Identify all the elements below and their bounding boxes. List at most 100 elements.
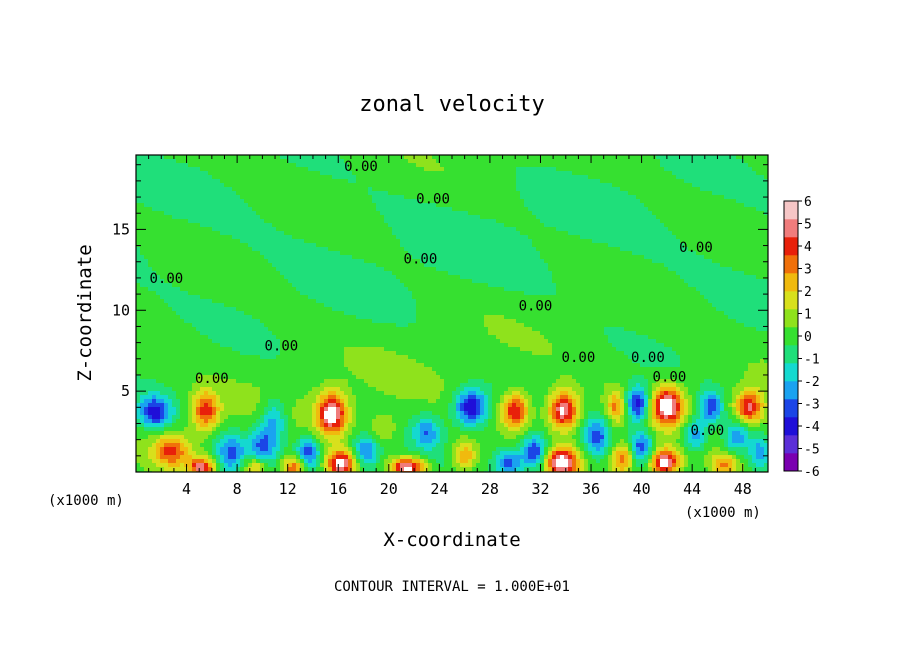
heatmap-cell <box>136 231 141 236</box>
heatmap-cell <box>724 223 729 228</box>
heatmap-cell <box>444 219 449 224</box>
heatmap-cell <box>360 207 365 212</box>
heatmap-cell <box>348 183 353 188</box>
heatmap-cell <box>436 207 441 212</box>
heatmap-cell <box>512 235 517 240</box>
heatmap-cell <box>472 239 477 244</box>
heatmap-cell <box>420 247 425 252</box>
heatmap-cell <box>168 279 173 284</box>
heatmap-cell <box>752 159 757 164</box>
heatmap-cell <box>392 215 397 220</box>
heatmap-cell <box>740 195 745 200</box>
heatmap-cell <box>364 175 369 180</box>
heatmap-cell <box>660 263 665 268</box>
heatmap-cell <box>160 267 165 272</box>
heatmap-cell <box>764 167 769 172</box>
heatmap-cell <box>760 223 765 228</box>
heatmap-cell <box>428 223 433 228</box>
heatmap-cell <box>496 267 501 272</box>
heatmap-cell <box>560 179 565 184</box>
heatmap-cell <box>624 187 629 192</box>
heatmap-cell <box>272 207 277 212</box>
heatmap-cell <box>760 183 765 188</box>
heatmap-cell <box>760 219 765 224</box>
heatmap-cell <box>260 223 265 228</box>
heatmap-cell <box>308 231 313 236</box>
heatmap-cell <box>736 251 741 256</box>
heatmap-cell <box>224 203 229 208</box>
heatmap-cell <box>432 187 437 192</box>
heatmap-cell <box>544 187 549 192</box>
heatmap-cell <box>184 211 189 216</box>
heatmap-cell <box>156 231 161 236</box>
heatmap-cell <box>380 167 385 172</box>
heatmap-cell <box>208 155 213 160</box>
heatmap-cell <box>724 175 729 180</box>
heatmap-cell <box>476 259 481 264</box>
heatmap-cell <box>424 219 429 224</box>
heatmap-cell <box>600 167 605 172</box>
heatmap-cell <box>292 251 297 256</box>
heatmap-cell <box>576 191 581 196</box>
heatmap-cell <box>608 183 613 188</box>
heatmap-cell <box>508 163 513 168</box>
heatmap-cell <box>644 271 649 276</box>
heatmap-cell <box>388 163 393 168</box>
heatmap-cell <box>572 271 577 276</box>
heatmap-cell <box>692 203 697 208</box>
heatmap-cell <box>308 255 313 260</box>
heatmap-cell <box>564 247 569 252</box>
heatmap-cell <box>400 223 405 228</box>
heatmap-cell <box>188 227 193 232</box>
heatmap-cell <box>560 271 565 276</box>
heatmap-cell <box>748 171 753 176</box>
heatmap-cell <box>260 203 265 208</box>
heatmap-cell <box>388 159 393 164</box>
heatmap-cell <box>516 199 521 204</box>
heatmap-cell <box>208 279 213 284</box>
heatmap-cell <box>512 271 517 276</box>
heatmap-cell <box>180 227 185 232</box>
heatmap-cell <box>760 191 765 196</box>
heatmap-cell <box>416 167 421 172</box>
heatmap-cell <box>308 175 313 180</box>
heatmap-cell <box>468 231 473 236</box>
heatmap-cell <box>536 175 541 180</box>
heatmap-cell <box>676 251 681 256</box>
heatmap-cell <box>384 279 389 284</box>
heatmap-cell <box>352 199 357 204</box>
heatmap-cell <box>696 187 701 192</box>
heatmap-cell <box>712 231 717 236</box>
heatmap-cell <box>632 251 637 256</box>
heatmap-cell <box>532 171 537 176</box>
heatmap-cell <box>396 211 401 216</box>
heatmap-cell <box>248 275 253 280</box>
heatmap-cell <box>640 235 645 240</box>
heatmap-cell <box>708 223 713 228</box>
heatmap-cell <box>568 199 573 204</box>
heatmap-cell <box>548 219 553 224</box>
heatmap-cell <box>468 279 473 284</box>
heatmap-cell <box>624 259 629 264</box>
heatmap-cell <box>152 175 157 180</box>
heatmap-cell <box>452 159 457 164</box>
heatmap-cell <box>204 203 209 208</box>
heatmap-cell <box>652 239 657 244</box>
heatmap-cell <box>388 275 393 280</box>
heatmap-cell <box>368 179 373 184</box>
heatmap-cell <box>720 183 725 188</box>
heatmap-cell <box>604 247 609 252</box>
heatmap-cell <box>324 183 329 188</box>
heatmap-cell <box>212 159 217 164</box>
heatmap-cell <box>332 243 337 248</box>
heatmap-cell <box>396 175 401 180</box>
heatmap-cell <box>536 251 541 256</box>
heatmap-cell <box>536 231 541 236</box>
heatmap-cell <box>600 183 605 188</box>
heatmap-cell <box>540 271 545 276</box>
heatmap-cell <box>148 247 153 252</box>
heatmap-cell <box>612 215 617 220</box>
heatmap-cell <box>464 255 469 260</box>
heatmap-cell <box>200 211 205 216</box>
heatmap-cell <box>260 183 265 188</box>
